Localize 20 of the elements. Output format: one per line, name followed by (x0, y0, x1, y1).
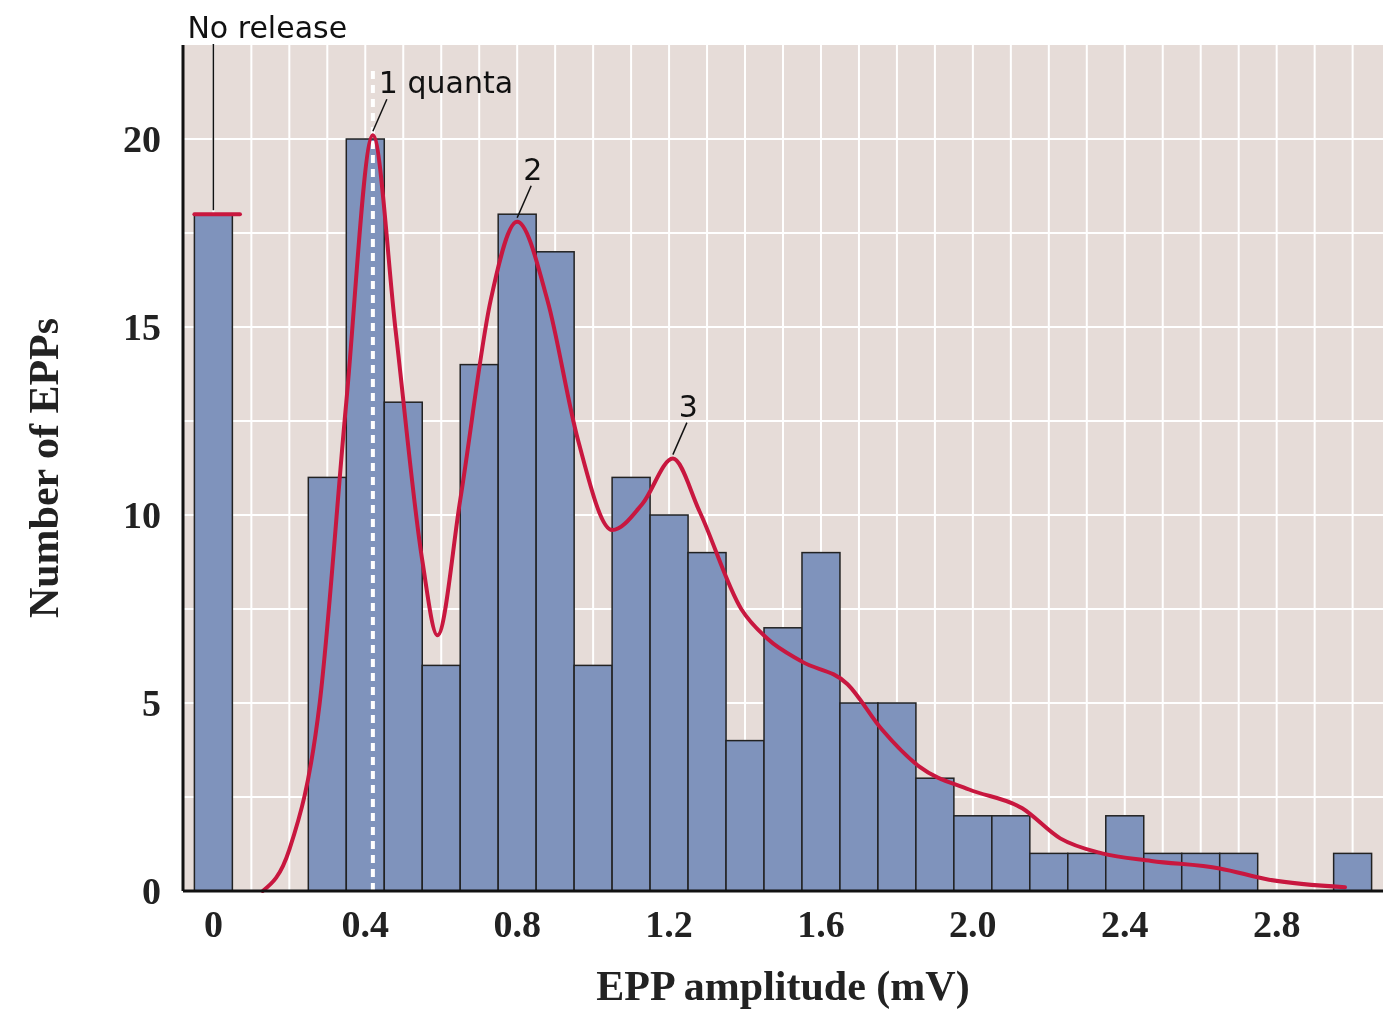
x-tick-label: 1.2 (645, 903, 693, 945)
x-tick-label: 0.4 (341, 903, 390, 945)
annotation: No release (187, 10, 348, 45)
x-tick-label: 0 (203, 903, 223, 945)
line-series (260, 133, 1348, 893)
x-tick-label: 2.4 (1101, 903, 1149, 945)
x-tick-label: 2.8 (1252, 903, 1301, 945)
y-tick-label: 15 (123, 306, 161, 348)
x-tick-label: 0.8 (493, 903, 541, 945)
y-axis-title: Number of EPPs (21, 317, 67, 619)
annotation: 2 (523, 151, 543, 187)
y-tick-label: 10 (123, 494, 161, 536)
x-axis-title: EPP amplitude (mV) (596, 963, 970, 1010)
annotation: 1 quanta (378, 65, 514, 101)
y-tick-label: 5 (142, 682, 161, 724)
x-tick-label: 1.6 (797, 903, 845, 945)
x-tick-label: 2.0 (949, 903, 997, 945)
y-tick-label: 0 (142, 870, 161, 912)
annotation: 3 (678, 388, 698, 424)
y-tick-label: 20 (123, 118, 161, 160)
